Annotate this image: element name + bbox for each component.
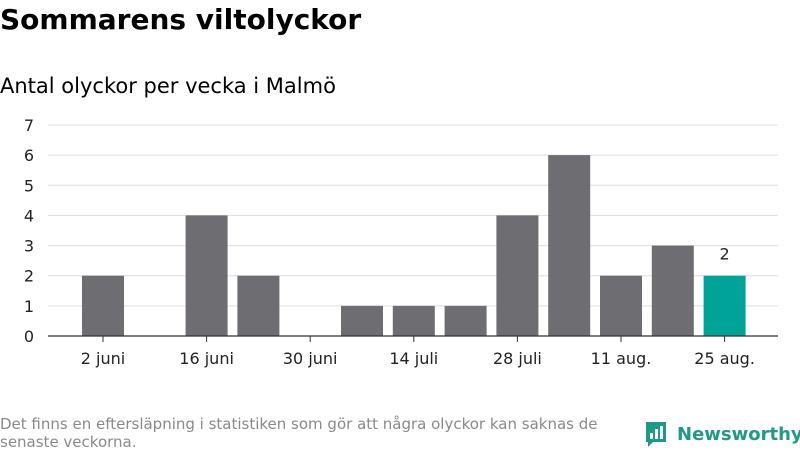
gridlines	[48, 124, 778, 307]
y-tick-label-4: 4	[24, 206, 34, 225]
y-tick-label-3: 3	[24, 237, 34, 256]
x-tick-label-2-juni: 2 juni	[81, 349, 125, 368]
footnote: Det finns en eftersläpning i statistiken…	[0, 415, 598, 451]
bar-2-juni	[82, 275, 124, 336]
y-tick-label-5: 5	[24, 176, 34, 195]
y-tick-labels: 0 1 2 3 4 5 6 7	[24, 116, 34, 346]
x-tick-label-28-juli: 28 juli	[493, 349, 542, 368]
brand-logo[interactable]: Newsworthy	[644, 420, 800, 448]
x-tick-labels: 2 juni 16 juni 30 juni 14 juli 28 juli 11 aug…	[81, 349, 755, 368]
bar-4-aug-	[548, 155, 591, 336]
x-tick-label-14-juli: 14 juli	[389, 349, 438, 368]
data-label-25-aug-: 2	[720, 245, 730, 264]
y-tick-label-0: 0	[24, 327, 34, 346]
bar-21-juli	[444, 305, 487, 336]
x-tick-label-16-juni: 16 juni	[179, 349, 234, 368]
chart-subtitle: Antal olyckor per vecka i Malmö	[0, 74, 336, 98]
bar-28-juli	[496, 215, 539, 336]
data-labels: 2	[720, 245, 730, 264]
chart-title: Sommarens viltolyckor	[0, 3, 362, 36]
bar-7-juli	[341, 305, 383, 336]
y-tick-label-7: 7	[24, 116, 34, 135]
bar-16-juni	[185, 215, 228, 336]
bar-14-juli	[392, 305, 435, 336]
x-tick-label-25-aug-: 25 aug.	[694, 349, 755, 368]
y-tick-label-6: 6	[24, 146, 34, 165]
bar-11-aug-	[600, 275, 642, 336]
x-tick-label-11-aug-: 11 aug.	[591, 349, 652, 368]
bar-23-juni	[237, 275, 280, 336]
bar-chart-bubble-icon	[646, 422, 666, 447]
bar-25-aug-	[703, 275, 746, 336]
bar-18-aug-	[651, 245, 694, 336]
x-axis	[48, 335, 778, 342]
bars	[82, 155, 746, 336]
y-tick-label-1: 1	[24, 297, 34, 316]
y-tick-label-2: 2	[24, 267, 34, 286]
x-tick-label-30-juni: 30 juni	[283, 349, 338, 368]
brand-name: Newsworthy	[677, 423, 800, 445]
